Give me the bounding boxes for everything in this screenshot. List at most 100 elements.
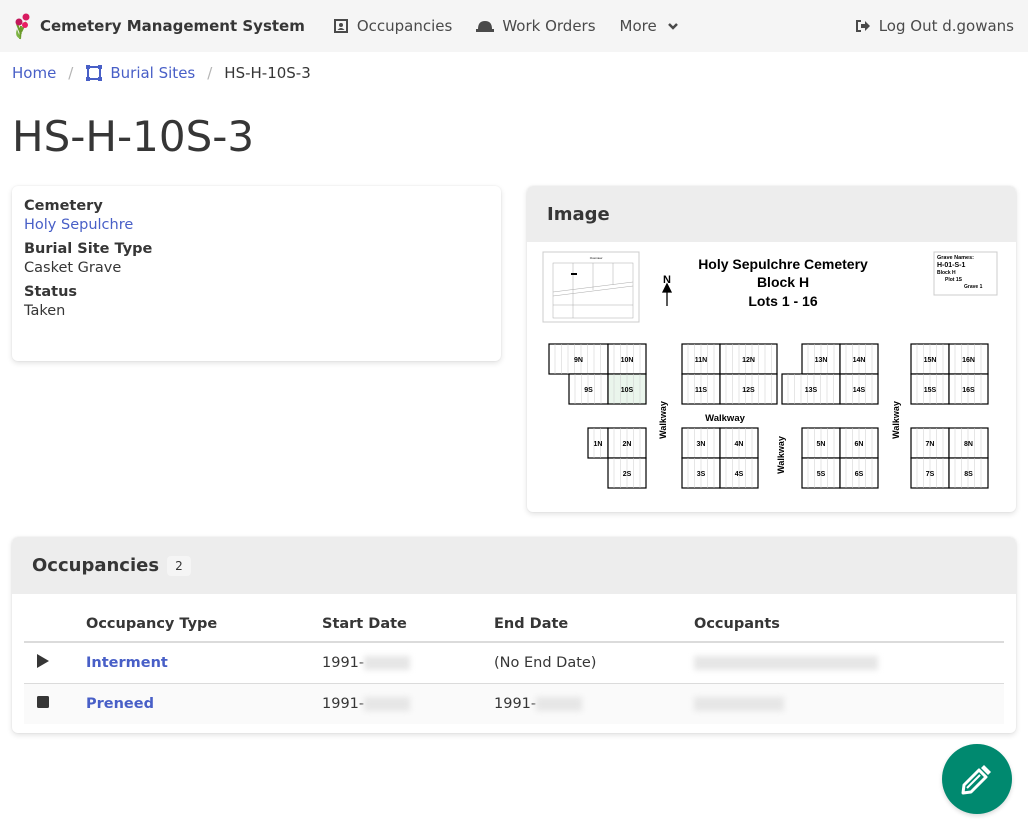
lot-9n: 9N [548,343,609,375]
breadcrumb-separator: / [207,64,213,82]
nav-occupancies[interactable]: Occupancies [321,0,465,52]
nav-more-dropdown[interactable]: More [608,0,691,52]
start-date: 1991- [322,695,365,712]
page-title: HS-H-10S-3 [12,112,255,161]
lot-10s: 10S [607,373,647,405]
occupancies-header: Occupancies 2 [12,537,1016,594]
redacted-text [364,655,411,670]
lot-9s: 9S [568,373,609,405]
image-card-header: Image [527,186,1016,242]
burial-site-info-card: Cemetery Holy Sepulchre Burial Site Type… [12,186,501,361]
lot-15s: 15S [910,373,950,405]
lot-10n: 10N [607,343,647,375]
lot-11s: 11S [681,373,721,405]
occupancies-card: Occupancies 2 Occupancy Type Start Date … [12,537,1016,733]
lot-label: 2N [623,441,632,448]
lot-label: 15S [924,387,937,394]
lot-3n: 3N [681,427,721,459]
stop-icon [37,695,49,708]
lot-label: 10N [621,357,634,364]
image-card: Image Overview Holy Sepulchre Cemetery B… [527,186,1016,512]
map-block: Block H [757,274,809,290]
map-lots: Lots 1 - 16 [748,293,817,309]
breadcrumb-current: HS-H-10S-3 [224,64,311,82]
brand-name: Cemetery Management System [40,17,305,35]
lot-2s: 2S [607,457,647,489]
legend-line: Plot 1S [945,277,963,283]
lot-4n: 4N [719,427,759,459]
lot-label: 8S [964,471,973,478]
breadcrumb: Home / Burial Sites / HS-H-10S-3 [12,64,311,82]
walkway-label: Walkway [776,436,786,474]
lot-label: 3S [697,471,706,478]
status-value: Taken [24,303,66,319]
breadcrumb-burial-sites[interactable]: Burial Sites [85,64,195,82]
play-icon [37,653,49,668]
redacted-occupants [694,655,878,670]
nav-work-orders-label: Work Orders [502,17,596,35]
walkway-label: Walkway [705,413,745,424]
lot-12s: 12S [719,373,778,405]
nav-work-orders[interactable]: Work Orders [464,0,607,52]
lot-5n: 5N [801,427,841,459]
legend-line: Block H [937,270,956,276]
lot-label: 4N [735,441,744,448]
end-date: (No End Date) [494,642,694,684]
lot-7n: 7N [910,427,950,459]
overview-label: Overview [590,256,603,260]
lot-8s: 8S [948,457,989,489]
brand-link[interactable]: Cemetery Management System [0,0,317,52]
lot-14n: 14N [839,343,879,375]
lot-5s: 5S [801,457,841,489]
burial-site-type-value: Casket Grave [24,260,122,276]
table-row: Preneed 1991- 1991- [24,683,1004,724]
lot-label: 13S [805,387,818,394]
lot-3s: 3S [681,457,721,489]
legend-line: H-01-S-1 [937,262,966,269]
lot-label: 11S [695,387,707,394]
lot-label: 5N [817,441,826,448]
lot-6n: 6N [839,427,879,459]
walkway-label: Walkway [658,401,668,439]
lot-label: 4S [735,471,744,478]
redacted-text [536,696,583,711]
col-end-date: End Date [494,607,694,643]
occupancies-title: Occupancies [32,555,160,576]
lot-label: 13N [815,357,828,364]
cemetery-link[interactable]: Holy Sepulchre [24,217,134,233]
lot-16s: 16S [948,373,989,405]
occupancy-type-link[interactable]: Preneed [86,695,154,712]
pencil-icon [961,765,991,795]
lot-label: 16N [962,357,975,364]
map-title: Holy Sepulchre Cemetery [698,256,868,272]
lot-6s: 6S [839,457,879,489]
occupancy-type-link[interactable]: Interment [86,654,168,671]
breadcrumb-home[interactable]: Home [12,64,57,82]
redacted-text [364,696,411,711]
burial-site-icon [86,65,103,81]
block-map-image[interactable]: Overview Holy Sepulchre Cemetery Block H… [527,242,1016,512]
sign-out-icon [855,20,870,32]
edit-button[interactable] [942,744,1012,814]
lot-label: 9N [574,357,583,364]
lot-15n: 15N [910,343,950,375]
north-label: N [663,274,671,286]
north-arrow-icon [661,282,673,306]
lot-16n: 16N [948,343,989,375]
lot-11n: 11N [681,343,721,375]
lot-label: 1N [594,441,603,448]
hard-hat-icon [476,21,495,32]
lot-label: 8N [964,441,973,448]
end-date: 1991- [494,695,537,712]
breadcrumb-burial-sites-label: Burial Sites [110,64,196,82]
lot-4s: 4S [719,457,759,489]
lot-label: 11N [695,357,707,364]
logout-link[interactable]: Log Out d.gowans [843,0,1028,52]
cemetery-label: Cemetery [24,198,103,214]
lot-label: 2S [623,471,632,478]
navbar: Cemetery Management System Occupancies W… [0,0,1028,52]
lot-label: 14S [853,387,866,394]
col-occupants: Occupants [694,607,1004,643]
redacted-occupants [694,696,784,711]
